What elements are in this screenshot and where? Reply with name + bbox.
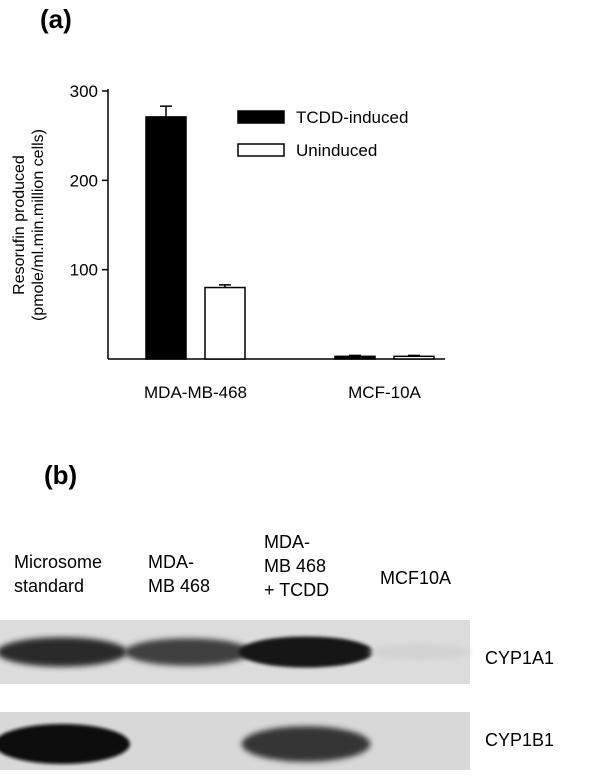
y-tick-label: 100	[70, 261, 98, 280]
bar-uninduced-mda-mb-468	[204, 286, 246, 360]
bar-tcdd-induced-mcf-10a	[334, 355, 376, 360]
y-axis-label: Resorufin produced (pmole/ml.min.million …	[11, 129, 47, 321]
band-cyp1a1-lane-1	[0, 637, 128, 667]
band-cyp1b1-lane-1	[0, 724, 130, 764]
bar-chart: 100 200 300 Resorufin produced (pmole/ml.min…	[11, 82, 445, 402]
y-tick-label: 200	[70, 171, 98, 190]
bar-tcdd-induced-mda-mb-468	[145, 116, 187, 360]
legend-swatch-induced	[237, 110, 285, 124]
lane-label-mda-mb-468-tcdd: MDA- MB 468 + TCDD	[264, 532, 330, 600]
category-label: MDA-MB-468	[144, 383, 247, 402]
lane-label-mda-mb-468: MDA- MB 468	[148, 552, 211, 596]
legend-label-uninduced: Uninduced	[296, 141, 377, 160]
y-tick-label: 300	[70, 82, 98, 101]
panel-a-label: (a)	[40, 4, 72, 34]
panel-b-label: (b)	[44, 460, 78, 490]
lane-label-microsome-standard: Microsome standard	[14, 552, 103, 596]
lane-label-mcf10a: MCF10A	[380, 568, 452, 588]
band-cyp1a1-lane-2	[124, 638, 252, 666]
band-cyp1a1-lane-4	[369, 644, 471, 660]
band-label-cyp1a1: CYP1A1	[485, 648, 555, 668]
legend-swatch-uninduced	[237, 143, 285, 157]
category-label: MCF-10A	[348, 383, 421, 402]
band-cyp1a1-lane-3	[238, 636, 374, 668]
bar-uninduced-mcf-10a	[393, 355, 435, 360]
band-cyp1b1-lane-3	[241, 726, 371, 762]
western-blot	[0, 620, 471, 770]
legend-label-induced: TCDD-induced	[296, 108, 408, 127]
band-label-cyp1b1: CYP1B1	[485, 730, 555, 750]
